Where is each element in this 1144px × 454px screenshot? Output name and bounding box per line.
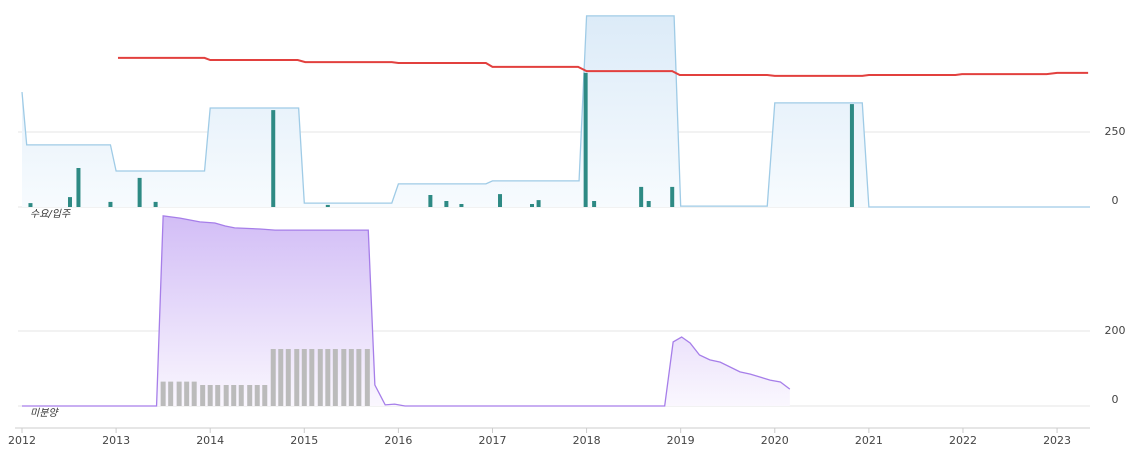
bar	[223, 385, 229, 406]
bar	[670, 186, 675, 207]
bar	[639, 186, 644, 207]
x-tick-label: 2017	[478, 434, 506, 447]
bar	[108, 201, 113, 207]
bar	[294, 349, 300, 406]
bar	[160, 381, 166, 406]
bar	[207, 385, 213, 406]
bar	[247, 385, 253, 406]
x-tick-label: 2015	[290, 434, 318, 447]
line	[117, 56, 1089, 77]
bar	[76, 168, 81, 207]
bar	[356, 349, 362, 406]
bar	[191, 381, 197, 406]
bar	[459, 204, 464, 207]
bar	[341, 349, 347, 406]
x-tick-label: 2014	[196, 434, 224, 447]
bar	[28, 203, 33, 207]
x-tick-label: 2020	[761, 434, 789, 447]
bar	[646, 201, 651, 207]
bar	[325, 204, 330, 207]
area-line	[22, 215, 791, 407]
bar	[530, 204, 535, 207]
x-tick-label: 2016	[384, 434, 412, 447]
y-tick-label: 0	[1112, 393, 1119, 406]
x-tick-label: 2022	[949, 434, 977, 447]
bar	[301, 349, 307, 406]
axis-label: 수요/입주	[30, 208, 71, 220]
y-tick-label: 200	[1105, 324, 1126, 337]
bar	[317, 349, 323, 406]
bar	[444, 201, 449, 207]
bar	[348, 349, 354, 406]
bar	[215, 385, 221, 406]
bar	[184, 381, 190, 406]
bar	[153, 201, 158, 207]
bar	[137, 177, 142, 207]
x-tick-label: 2012	[8, 434, 36, 447]
bar	[200, 385, 206, 406]
bar	[67, 197, 72, 207]
bar	[325, 349, 331, 406]
area-line	[21, 15, 1090, 208]
y-tick-label: 0	[1112, 194, 1119, 207]
bar	[254, 385, 260, 406]
bar	[278, 349, 284, 406]
bar	[271, 110, 276, 207]
bar	[332, 349, 338, 406]
bar	[309, 349, 315, 406]
x-tick-label: 2018	[573, 434, 601, 447]
bar	[428, 195, 433, 207]
axis-label: 미분양	[30, 407, 59, 419]
bar	[536, 200, 541, 207]
x-tick-label: 2019	[667, 434, 695, 447]
bar	[238, 385, 244, 406]
bar	[592, 201, 597, 207]
x-tick-label: 2013	[102, 434, 130, 447]
bar	[849, 104, 854, 207]
bar	[285, 349, 291, 406]
bar	[270, 349, 276, 406]
y-tick-label: 250	[1105, 125, 1126, 138]
x-tick-label: 2021	[855, 434, 883, 447]
x-tick-label: 2023	[1043, 434, 1071, 447]
bar	[262, 385, 268, 406]
bar	[231, 385, 237, 406]
bar	[168, 381, 174, 406]
area-fill	[22, 215, 790, 406]
bar	[364, 349, 370, 406]
bar	[176, 381, 182, 406]
bar	[583, 72, 588, 208]
bar	[498, 194, 503, 207]
area-fill	[22, 15, 1090, 208]
